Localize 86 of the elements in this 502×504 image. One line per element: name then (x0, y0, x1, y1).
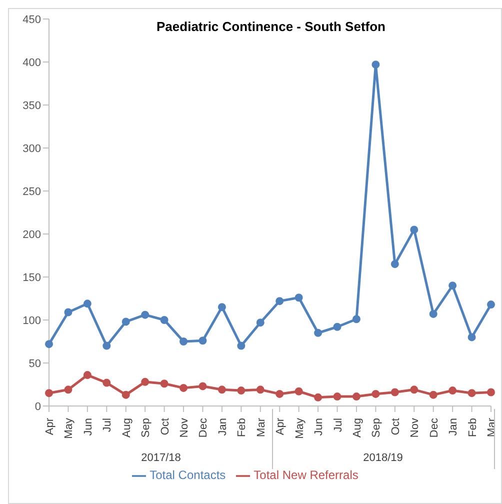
point (102, 378, 111, 387)
legend-label: Total Contacts (150, 468, 226, 482)
y-tick-label: 400 (22, 56, 41, 69)
point (64, 308, 72, 316)
x-tick-label: Nov (409, 418, 422, 438)
point (468, 333, 476, 342)
y-tick-label: 200 (22, 228, 41, 241)
point (333, 392, 342, 401)
point (314, 328, 322, 337)
x-tick-label: Apr (274, 418, 287, 436)
x-tick-label: Apr (44, 418, 56, 436)
point (487, 300, 495, 309)
point (237, 342, 246, 350)
y-tick-label: 150 (22, 272, 41, 284)
y-tick-label: 450 (22, 14, 41, 26)
x-tick-label: Sep (140, 418, 152, 438)
point (237, 386, 246, 395)
text: 2018/19 (362, 452, 404, 464)
point (180, 384, 188, 392)
point (429, 310, 438, 318)
x-tick-label: Dec (198, 418, 210, 438)
point (122, 390, 130, 399)
point (256, 318, 264, 327)
x-tick-label: Sep (370, 418, 383, 438)
x-tick-label: Mar (255, 418, 268, 437)
point (410, 386, 418, 394)
point (276, 390, 284, 398)
x-tick-label: Jan (216, 418, 229, 436)
x-tick-label: Jul (102, 418, 114, 432)
point (45, 340, 53, 348)
y-tick-label: 50 (28, 358, 41, 370)
point (429, 390, 438, 399)
y-tick-label: 300 (22, 142, 41, 155)
y-tick-label: 250 (22, 186, 41, 198)
y-tick-label: 100 (22, 314, 41, 327)
chart-title: Paediatric Continence - South Setfon (156, 19, 386, 34)
y-tick-label: 350 (22, 100, 41, 112)
x-tick-label: Feb (466, 418, 479, 437)
point (372, 60, 380, 69)
x-tick-label: Jun (82, 418, 94, 436)
point (83, 371, 92, 380)
point (448, 282, 457, 290)
point (487, 388, 495, 396)
point (218, 303, 226, 312)
point (294, 294, 303, 302)
point (294, 387, 303, 396)
text: 2017/18 (140, 452, 182, 464)
point (102, 342, 111, 350)
x-tick-label: Jan (448, 418, 460, 436)
x-tick-label: May (294, 418, 306, 439)
point (83, 300, 92, 308)
x-tick-label: Jun (313, 418, 326, 436)
point (352, 392, 360, 401)
x-tick-label: Nov (178, 418, 191, 438)
point (468, 389, 476, 398)
y-tick-label: 0 (34, 400, 41, 413)
point (372, 390, 380, 398)
x-tick-label: Aug (351, 418, 364, 438)
legend-label: Total New Referrals (254, 468, 358, 482)
point (198, 382, 207, 390)
point (198, 336, 207, 345)
point (333, 322, 342, 331)
x-tick-label: Jul (332, 418, 344, 432)
point (160, 316, 168, 324)
x-tick-label: Feb (236, 418, 248, 437)
point (390, 388, 399, 396)
point (160, 380, 168, 388)
point (218, 386, 226, 394)
x-tick-label: May (63, 418, 76, 439)
x-tick-label: Dec (428, 418, 440, 438)
x-tick-label: Oct (159, 418, 172, 436)
point (352, 315, 360, 324)
x-tick-label: Aug (120, 418, 133, 438)
point (448, 386, 457, 395)
point (390, 260, 399, 268)
point (64, 386, 72, 394)
point (410, 226, 418, 234)
x-tick-label: Oct (390, 418, 402, 436)
point (276, 297, 284, 306)
point (45, 389, 53, 398)
point (256, 386, 264, 394)
point (314, 393, 322, 402)
point (180, 338, 188, 346)
point (141, 378, 150, 386)
point (141, 310, 150, 319)
point (122, 318, 130, 326)
